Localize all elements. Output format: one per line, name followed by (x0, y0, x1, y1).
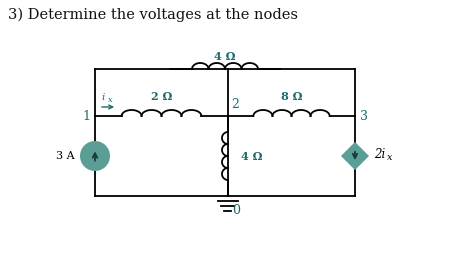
Text: 4 Ω: 4 Ω (241, 150, 262, 162)
Text: 2i: 2i (373, 148, 384, 162)
Polygon shape (340, 142, 368, 170)
Text: 3: 3 (359, 110, 367, 122)
Text: i: i (101, 93, 104, 102)
Text: 2: 2 (231, 98, 238, 111)
Text: 3) Determine the voltages at the nodes: 3) Determine the voltages at the nodes (8, 8, 298, 22)
Text: x: x (108, 96, 112, 104)
Text: 8 Ω: 8 Ω (280, 91, 302, 102)
Text: 2 Ω: 2 Ω (151, 91, 172, 102)
Text: 1: 1 (82, 110, 90, 122)
Circle shape (80, 141, 110, 171)
Text: 4 Ω: 4 Ω (214, 51, 235, 62)
Text: 0: 0 (232, 204, 239, 217)
Text: 3 A: 3 A (56, 151, 75, 161)
Text: x: x (386, 153, 392, 163)
